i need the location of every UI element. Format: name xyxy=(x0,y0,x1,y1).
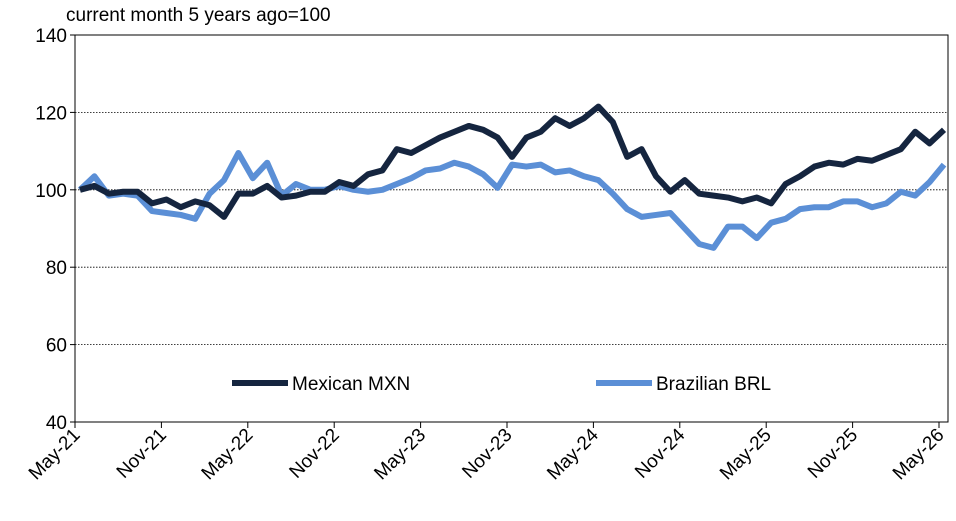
plot-frame xyxy=(74,34,949,423)
x-tick-label: Nov-24 xyxy=(631,424,689,482)
y-tick-label: 60 xyxy=(46,336,67,357)
y-tick-label: 120 xyxy=(35,103,67,124)
legend-label: Brazilian BRL xyxy=(656,374,771,395)
x-tick-label: Nov-23 xyxy=(458,425,516,483)
line-series xyxy=(79,103,947,220)
x-tick-label: Nov-25 xyxy=(804,425,862,483)
y-tick-label: 140 xyxy=(35,26,67,47)
y-tick-label: 80 xyxy=(46,258,67,279)
x-tick-label: May-25 xyxy=(716,425,776,485)
x-tick-label: May-22 xyxy=(198,425,258,485)
x-tick-label: May-24 xyxy=(543,424,603,484)
x-tick-label: May-23 xyxy=(370,425,430,485)
x-tick-label: Nov-21 xyxy=(113,425,171,483)
chart-title: current month 5 years ago=100 xyxy=(66,5,331,26)
line-series xyxy=(77,150,947,251)
x-tick-label: May-26 xyxy=(889,425,949,485)
y-tick-label: 100 xyxy=(35,181,67,202)
y-tick-label: 40 xyxy=(46,413,67,434)
legend-label: Mexican MXN xyxy=(292,374,410,395)
x-tick-label: Nov-22 xyxy=(286,425,344,483)
